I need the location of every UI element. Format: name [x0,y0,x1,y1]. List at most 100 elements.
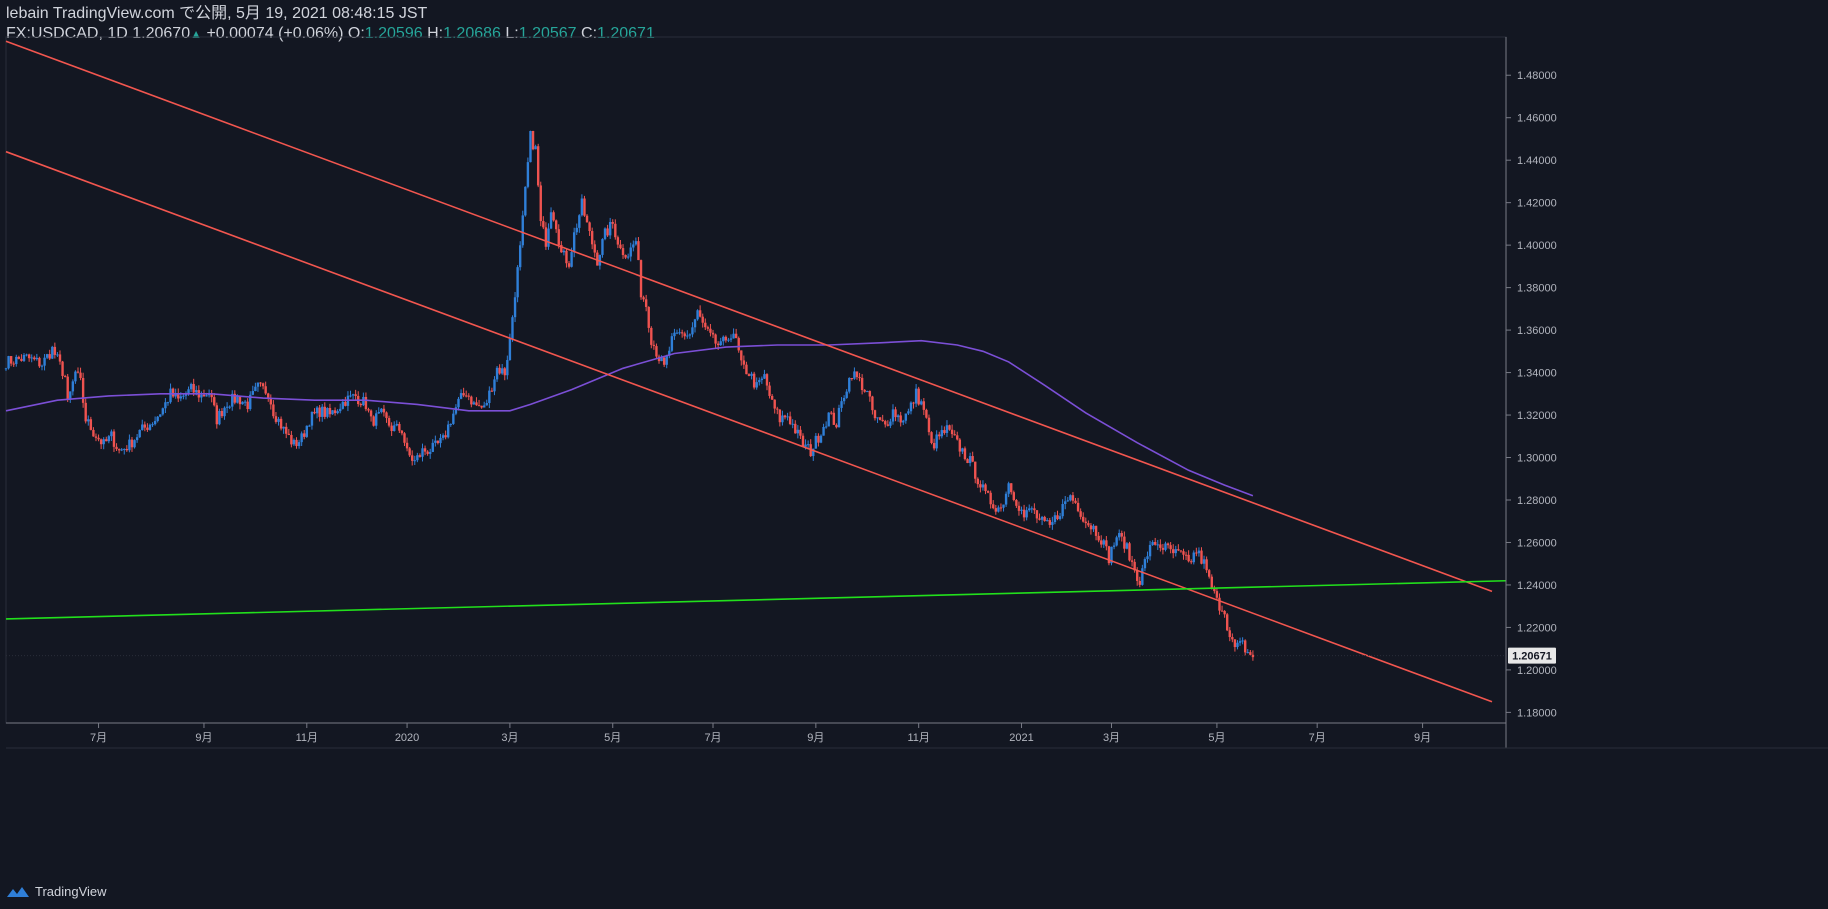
support-green-line[interactable] [5,579,1507,620]
candle-body [570,252,573,267]
candle [886,420,890,427]
candle-body [58,354,62,362]
candle-body [650,327,653,345]
candle [457,396,460,411]
candle [1097,532,1100,543]
candle-body [845,391,848,398]
candle-body [76,371,80,373]
candle [853,367,856,380]
candle-body [1195,552,1198,554]
candle-body [902,420,905,423]
candle [189,382,193,392]
candle-body [763,374,766,379]
candle-body [297,442,301,447]
candle [588,221,591,236]
candle-body [1007,483,1010,494]
channel-lower-line[interactable] [5,150,1493,703]
candle-body [863,390,866,392]
candle [1182,548,1185,560]
candle-body [1123,536,1126,549]
candle [866,390,869,393]
candle-body [1092,525,1095,530]
candle [292,438,296,447]
candle [601,238,604,258]
candle [930,431,933,445]
candle [71,379,75,396]
candle-body [490,390,494,392]
candle-body [177,393,180,399]
candle [156,415,159,423]
candle-body [608,222,612,236]
candle [1120,530,1123,542]
candle [333,407,337,416]
candle-body [662,357,666,365]
candle-body [333,410,337,414]
candle [359,402,362,408]
candle [444,430,447,440]
candle [1148,540,1152,561]
candle [1243,639,1247,656]
candle [727,337,730,343]
candle-body [560,245,563,253]
candle-body [210,393,213,398]
candle-body [1130,560,1134,562]
candle-body [398,423,401,431]
candle-body [56,354,59,356]
channel-upper-line[interactable] [5,40,1493,593]
candle-body [688,334,692,336]
candle-body [123,448,126,450]
candle [215,402,219,429]
candle-body [1100,540,1103,545]
candle [693,318,697,333]
candle-body [593,244,596,253]
candle [164,398,167,413]
candle-body [1118,533,1121,538]
candle [151,422,154,427]
moving-average-series [5,339,1254,497]
candle-body [1241,640,1244,642]
y-tick-label: 1.28000 [1517,495,1557,507]
candle [267,392,270,402]
candle [449,423,452,427]
candle-body [578,215,581,228]
candle-body [1002,504,1005,508]
candle [1010,483,1013,495]
candle [223,406,226,420]
candle [521,210,524,248]
candle-body [503,368,506,376]
candle [624,254,627,260]
y-tick-label: 1.48000 [1517,70,1557,82]
candle-body [783,415,787,418]
candle-body [971,456,974,462]
candle-body [992,504,995,509]
candle-body [457,398,460,408]
candle [300,431,303,446]
candle-body [1210,576,1213,589]
candle [950,424,954,438]
candle-body [1205,559,1208,571]
candle-body [896,415,900,418]
candle-body [1035,510,1039,519]
candle [737,336,740,353]
candle [678,328,681,335]
candle-body [842,397,846,402]
candle [74,370,77,384]
candle [827,412,830,427]
candle-body [182,395,185,397]
trendline-drawings[interactable] [5,40,1507,703]
candle-body [372,416,375,426]
candle-body [1046,520,1049,522]
candle-body [171,388,175,397]
candle-body [796,429,800,434]
candle [423,445,427,456]
candle-body [159,414,162,417]
candle-body [719,341,722,346]
candle-body [1207,570,1211,577]
candle [182,393,185,400]
candle-body [575,227,578,233]
candle [819,434,823,444]
candle [115,443,118,451]
candle-body [698,310,702,317]
candle-body [596,252,599,266]
